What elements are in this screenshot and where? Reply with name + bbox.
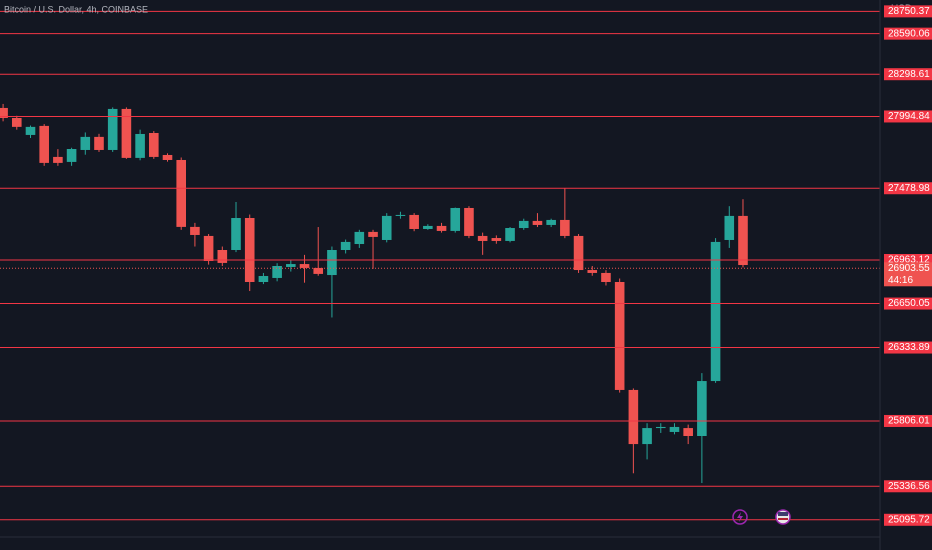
candle-body — [395, 214, 406, 216]
price-level-tag — [884, 27, 932, 40]
lightning-icon — [737, 512, 743, 522]
candle-body — [669, 426, 680, 432]
candle-body — [573, 235, 584, 271]
candle-body — [272, 265, 282, 278]
candle-body — [94, 136, 104, 150]
price-level-tag — [884, 5, 932, 18]
candle-body — [327, 249, 337, 276]
price-level-label: 27994.84 — [888, 111, 930, 122]
candle-body — [368, 231, 378, 237]
candle-body — [491, 238, 502, 241]
candle-body — [286, 264, 296, 267]
candle-body — [0, 107, 8, 118]
candle-body — [560, 219, 570, 236]
flag-stripe — [778, 512, 788, 516]
candle-body — [135, 133, 145, 158]
price-level-tag — [884, 513, 932, 526]
candle-body — [381, 215, 392, 240]
candle-body — [683, 428, 693, 436]
price-level-label: 28750.37 — [888, 6, 930, 17]
price-level-label: 26333.89 — [888, 342, 930, 353]
candle-body — [642, 428, 652, 445]
candle-body — [738, 215, 748, 266]
price-level-label: 28590.06 — [888, 28, 930, 39]
candle-body — [176, 159, 187, 227]
candle-body — [162, 154, 173, 160]
price-level-tag — [884, 110, 932, 123]
candle-body — [340, 241, 351, 250]
axis: 28750.37 28590.06 28298.61 27994.84 27478.98… — [884, 5, 932, 526]
last-price-tag — [884, 262, 932, 287]
candle-body — [655, 426, 666, 429]
candle-body — [53, 156, 63, 163]
candle-body — [258, 276, 269, 282]
price-level-label: 27478.98 — [888, 183, 930, 194]
candle-body — [464, 207, 474, 236]
candle-body — [724, 215, 735, 240]
candle-body — [244, 217, 255, 282]
price-level-tag — [884, 341, 932, 354]
chart-title: Bitcoin / U.S. Dollar, 4h, COINBASE — [4, 4, 148, 14]
price-level-label: 25095.72 — [888, 514, 930, 525]
price-level-tag — [884, 480, 932, 493]
last-price-label: 26903.55 — [888, 263, 930, 274]
flag-stripe — [778, 518, 788, 520]
candle-body — [477, 235, 488, 241]
candle-body — [354, 231, 365, 245]
candle-body — [80, 136, 91, 150]
candle-body — [39, 125, 49, 163]
candle-body — [601, 272, 611, 282]
candle-body — [628, 389, 639, 445]
candle-body — [107, 108, 118, 150]
candle-body — [697, 381, 707, 436]
candle-body — [25, 126, 36, 135]
candle-body — [423, 225, 433, 229]
candle-body — [231, 217, 241, 250]
candle-body — [450, 207, 461, 231]
price-level-tag — [884, 182, 932, 195]
event-icon[interactable] — [732, 509, 748, 525]
candle-body — [66, 148, 77, 162]
price-level-label: 26650.05 — [888, 298, 930, 309]
price-level-tag — [884, 68, 932, 81]
price-level-tag — [884, 297, 932, 310]
candle-body — [710, 241, 721, 382]
price-level-label: 26963.12 — [888, 255, 930, 266]
price-level-label: 25806.01 — [888, 416, 930, 427]
candle-body — [546, 219, 556, 225]
price-level-label: 25336.56 — [888, 481, 930, 492]
candle-body — [518, 220, 529, 229]
candle-body — [203, 235, 214, 261]
candle-body — [190, 226, 200, 235]
candle-body — [614, 281, 625, 390]
candle-body — [587, 270, 598, 273]
countdown-label: 44:16 — [888, 275, 913, 286]
candle-body — [149, 132, 159, 157]
candle-body — [121, 108, 132, 158]
candle-body — [505, 228, 515, 241]
candle-body — [532, 220, 543, 225]
candle-body — [299, 264, 310, 268]
price-level-tag — [884, 414, 932, 427]
price-level-label: 28298.61 — [888, 69, 930, 80]
candle-body — [11, 117, 22, 127]
candle-body — [313, 267, 324, 274]
candle-body — [409, 214, 419, 229]
candle-body — [217, 249, 228, 263]
candle-body — [436, 225, 447, 231]
